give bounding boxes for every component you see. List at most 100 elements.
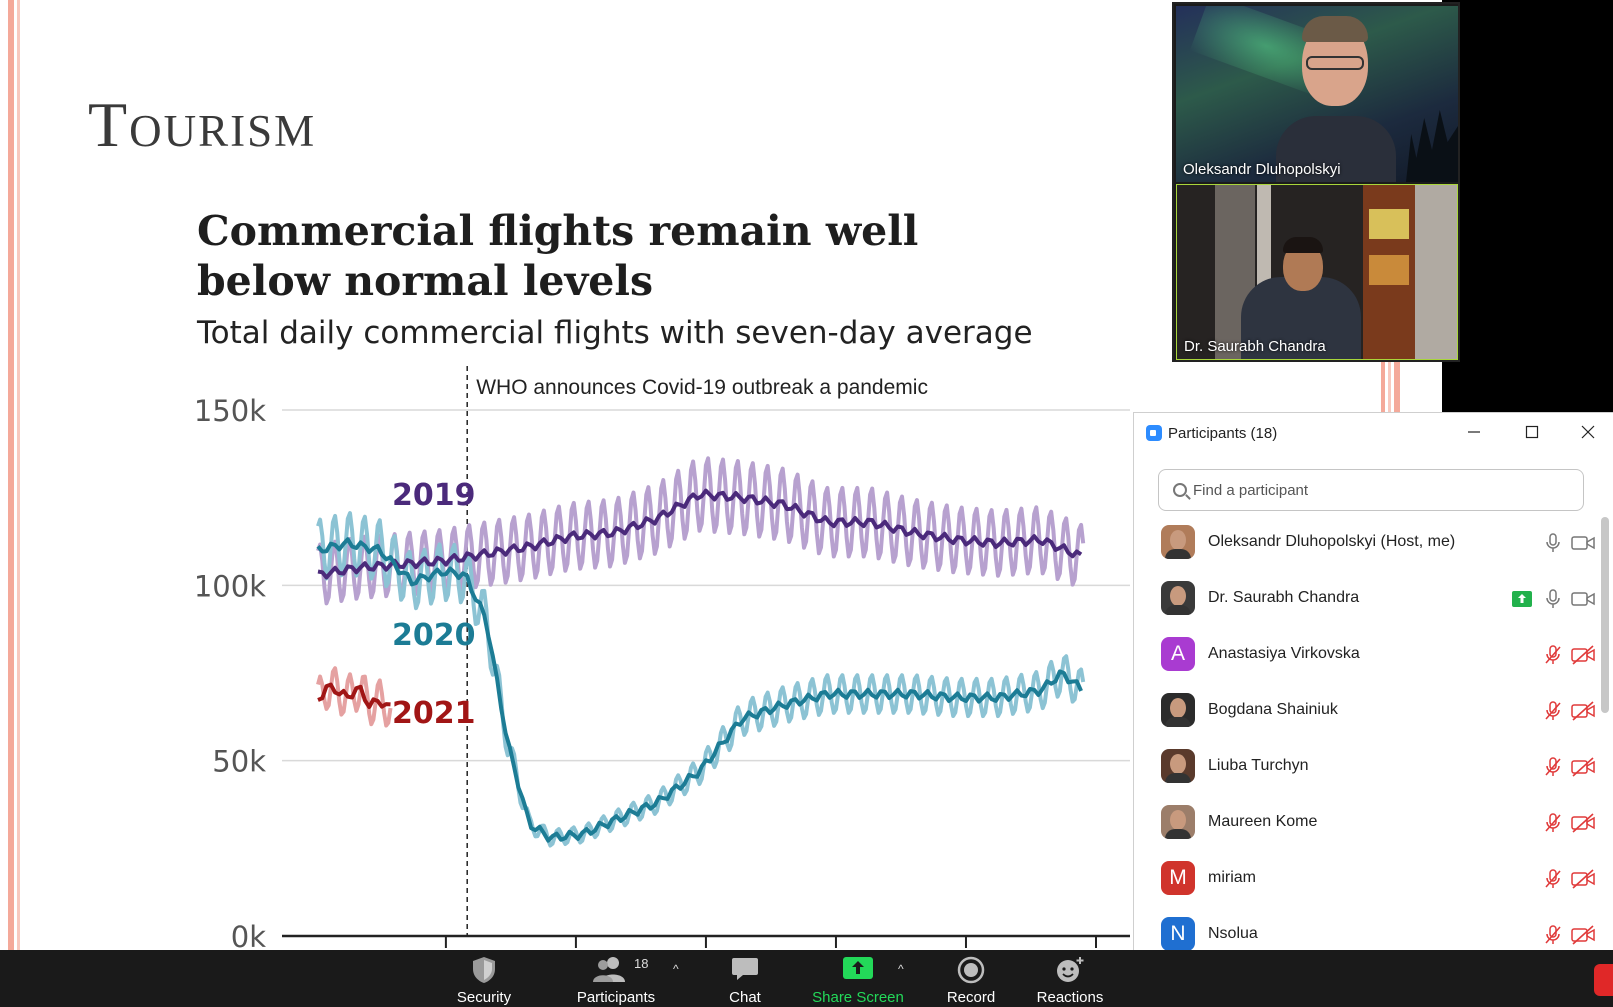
participant-name: Anastasiya Virkovska [1208,645,1360,662]
chat-button[interactable]: Chat [710,950,780,1007]
record-button[interactable]: Record [935,950,1007,1007]
video-tile-speaker[interactable]: Dr. Saurabh Chandra [1176,184,1458,360]
chat-icon [732,958,758,980]
person-hair [1302,16,1368,42]
y-tick-label: 0k [231,920,266,950]
bookshelf [1363,185,1415,359]
video-tile-host[interactable]: Oleksandr Dluhopolskyi [1176,6,1458,182]
participant-name: Oleksandr Dluhopolskyi (Host, me) [1208,533,1456,550]
participant-row[interactable]: A Anastasiya Virkovska [1134,629,1604,685]
record-label: Record [946,989,996,1006]
video-camera-icon[interactable] [1571,589,1595,609]
minimize-button[interactable] [1460,421,1488,445]
participant-name: Bogdana Shainiuk [1208,701,1338,718]
avatar: A [1161,637,1195,671]
panel-title: Participants (18) [1168,425,1278,442]
microphone-muted-icon[interactable] [1543,813,1563,833]
participants-button[interactable]: 18 Participants [570,950,662,1007]
microphone-muted-icon[interactable] [1543,757,1563,777]
y-tick-label: 50k [212,745,266,779]
video-camera-off-icon[interactable] [1571,869,1595,889]
maximize-icon [1525,425,1539,439]
participant-list-scrollbar[interactable] [1601,517,1609,713]
participant-name: Nsolua [1208,925,1258,942]
share-options-chevron-icon[interactable]: ^ [898,962,904,976]
security-label: Security [456,989,512,1006]
video-area-background [1442,0,1613,413]
panel-header: Participants (18) [1134,413,1613,453]
avatar [1161,525,1195,559]
avatar [1161,693,1195,727]
share-screen-button[interactable]: Share Screen [808,950,908,1007]
microphone-icon[interactable] [1543,589,1563,609]
participant-list: Oleksandr Dluhopolskyi (Host, me) Dr. Sau… [1134,517,1604,950]
seven-day-average-line [317,488,1083,580]
minimize-icon [1468,431,1480,433]
participant-row[interactable]: Maureen Kome [1134,797,1604,853]
meeting-toolbar: Security 18 Participants ^ Chat Share Sc… [0,950,1613,1007]
maximize-button[interactable] [1518,421,1546,445]
shield-icon [473,957,495,983]
y-tick-label: 100k [194,569,266,603]
series-label: 2020 [392,618,476,653]
avatar: N [1161,917,1195,950]
reactions-button[interactable]: Reactions [1030,950,1110,1007]
daily-flights-line [316,666,393,728]
slide-title: Tourism [88,89,317,160]
participant-row[interactable]: N Nsolua [1134,909,1604,950]
video-camera-off-icon[interactable] [1571,925,1595,945]
chart-title: Commercial flights remain well below nor… [197,207,919,305]
microphone-icon[interactable] [1543,533,1563,553]
slide-left-stripe-thin [17,0,20,950]
participant-row[interactable]: Liuba Turchyn [1134,741,1604,797]
video-tile-name: Dr. Saurabh Chandra [1184,338,1326,355]
video-tile-name: Oleksandr Dluhopolskyi [1183,161,1341,178]
security-button[interactable]: Security [440,950,528,1007]
microphone-muted-icon[interactable] [1543,925,1563,945]
record-icon [957,956,985,984]
microphone-muted-icon[interactable] [1543,645,1563,665]
video-camera-off-icon[interactable] [1571,757,1595,777]
shelf-books [1369,209,1409,239]
microphone-muted-icon[interactable] [1543,701,1563,721]
share-screen-icon [843,957,873,979]
microphone-muted-icon[interactable] [1543,869,1563,889]
video-gallery-strip: Oleksandr Dluhopolskyi Dr. Saurabh Chand… [1172,2,1460,362]
avatar [1161,581,1195,615]
participant-name: Maureen Kome [1208,813,1318,830]
participants-panel: Participants (18) Oleksandr Dluhopolskyi… [1133,412,1613,950]
y-tick-label: 150k [194,394,266,428]
participant-count: 18 [634,956,649,971]
participant-row[interactable]: Dr. Saurabh Chandra [1134,573,1604,629]
person-body [1276,116,1396,182]
close-icon [1581,425,1595,439]
participants-icon [593,957,625,982]
shelf-award [1369,255,1409,285]
video-camera-icon[interactable] [1571,533,1595,553]
search-input[interactable] [1193,471,1573,509]
series-label: 2019 [392,478,476,513]
participant-row[interactable]: Oleksandr Dluhopolskyi (Host, me) [1134,517,1604,573]
seven-day-average-line [316,537,1083,843]
chat-label: Chat [729,989,761,1006]
close-button[interactable] [1574,421,1602,445]
slide-left-stripe [8,0,14,950]
end-meeting-button[interactable] [1594,964,1613,996]
participant-row[interactable]: Bogdana Shainiuk [1134,685,1604,741]
avatar [1161,805,1195,839]
participants-options-chevron-icon[interactable]: ^ [673,962,679,976]
avatar: M [1161,861,1195,895]
video-camera-off-icon[interactable] [1571,645,1595,665]
video-camera-off-icon[interactable] [1571,813,1595,833]
video-camera-off-icon[interactable] [1571,701,1595,721]
reactions-label: Reactions [1036,989,1104,1006]
daily-flights-line [316,511,1086,848]
participant-name: Liuba Turchyn [1208,757,1309,774]
wall-right [1415,185,1457,359]
share-screen-label: Share Screen [812,989,904,1006]
chart-subtitle: Total daily commercial flights with seve… [197,315,1033,351]
participant-search [1158,469,1584,511]
search-icon [1173,483,1187,497]
